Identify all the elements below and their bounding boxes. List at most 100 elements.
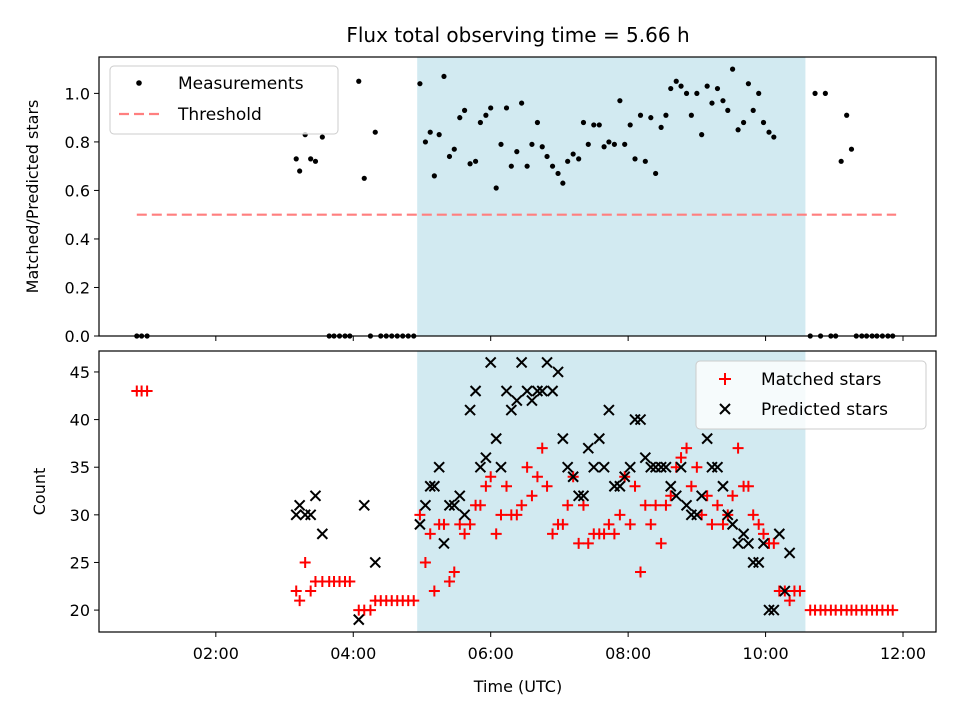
matched-star-point <box>536 442 548 454</box>
y-tick-label: 0.0 <box>65 327 90 346</box>
matched-star-point <box>742 480 754 492</box>
predicted-star-point <box>680 499 693 512</box>
predicted-star-point <box>474 461 487 473</box>
axes-frame <box>98 56 937 337</box>
predicted-star-point <box>757 537 770 550</box>
measurement-point <box>508 163 514 169</box>
predicted-star-point <box>546 385 559 397</box>
y-axis-label: Count <box>30 468 49 516</box>
predicted-star-point <box>567 471 579 483</box>
matched-star-point <box>784 595 796 607</box>
predicted-star-point <box>726 518 739 531</box>
matched-star-point <box>294 595 306 607</box>
matched-star-point <box>675 452 687 464</box>
measurement-point <box>720 98 726 104</box>
measurement-point <box>441 73 447 80</box>
matched-star-point <box>480 480 492 492</box>
observing-window-band <box>417 57 806 336</box>
legend-label-matched: Matched stars <box>761 370 881 390</box>
measurement-point <box>844 112 850 118</box>
matched-star-point <box>577 499 589 511</box>
measurement-point <box>483 112 489 118</box>
measurement-point <box>534 119 541 126</box>
matched-star-point <box>685 480 697 492</box>
predicted-star-point <box>670 490 682 502</box>
ratio-panel: 0.0 0.2 0.4 0.6 0.8 1.0 Matched/Predicted star… <box>23 56 937 346</box>
predicted-star-point <box>572 490 585 502</box>
x-tick-label: 04:00 <box>330 644 376 663</box>
predicted-star-point <box>480 451 492 464</box>
y-tick-label: 40 <box>70 411 90 430</box>
measurement-point <box>591 122 597 128</box>
predicted-star-point <box>316 528 329 540</box>
predicted-star-point <box>299 509 311 521</box>
predicted-star-point <box>717 480 729 492</box>
predicted-star-point <box>369 556 381 569</box>
predicted-star-point <box>505 404 518 416</box>
matched-star-point <box>706 518 718 530</box>
y-tick-label: 0.2 <box>65 278 90 297</box>
measurement-point <box>514 149 520 155</box>
y-tick-label: 1.0 <box>65 84 90 103</box>
measurement-point <box>498 141 504 147</box>
measurement-point <box>617 98 623 104</box>
matched-star-point <box>459 528 471 540</box>
matched-star-point <box>290 585 302 597</box>
matched-star-point <box>887 604 899 616</box>
measurement-point <box>585 141 591 147</box>
predicted-star-point <box>358 499 370 512</box>
measurement-point <box>436 132 442 138</box>
measurement-point <box>648 115 654 121</box>
measurement-point <box>668 85 674 92</box>
predicted-star-point <box>593 432 605 445</box>
predicted-star-point <box>742 537 755 550</box>
matched-star-point <box>474 499 486 511</box>
measurement-point <box>678 83 684 89</box>
matched-star-point <box>419 556 431 568</box>
matched-star-point <box>681 442 693 454</box>
predicted-star-point <box>353 613 365 626</box>
measurement-point <box>653 170 659 177</box>
measurement-point <box>627 122 633 128</box>
measurement-point <box>601 144 607 150</box>
predicted-star-point <box>695 490 708 502</box>
matched-star-point <box>717 518 729 530</box>
matched-star-point <box>645 518 657 530</box>
matched-star-point <box>598 528 610 540</box>
measurement-point <box>740 119 747 126</box>
measurement-point <box>308 156 314 162</box>
matched-star-point <box>511 509 523 521</box>
measurement-point <box>417 81 423 87</box>
legend-box <box>695 360 927 430</box>
predicted-star-point <box>438 537 450 550</box>
predicted-star-point <box>511 394 523 407</box>
x-tick-label: 12:00 <box>880 644 926 663</box>
figure-title: Flux total observing time = 5.66 h <box>346 23 689 47</box>
matched-star-point <box>629 480 641 492</box>
y-tick-label: 0.6 <box>65 181 90 200</box>
matched-star-point <box>501 480 513 492</box>
measurement-point <box>822 90 828 96</box>
measurement-point <box>760 119 767 126</box>
predicted-star-point <box>414 518 426 531</box>
measurement-point <box>493 185 499 191</box>
matched-star-point <box>747 509 759 521</box>
predicted-star-point <box>484 356 497 369</box>
matched-star-point <box>614 509 626 521</box>
matched-star-point <box>424 528 436 540</box>
matched-star-point <box>635 566 647 578</box>
measurement-point <box>848 146 855 152</box>
predicted-star-point <box>495 461 507 473</box>
predicted-star-point <box>557 432 569 445</box>
matched-star-point <box>490 528 502 540</box>
predicted-star-point <box>490 432 502 445</box>
matched-star-point <box>603 518 615 530</box>
measurement-point <box>503 105 510 111</box>
measurement-point <box>539 144 545 150</box>
y-tick-label: 25 <box>70 553 90 572</box>
x-axis-label: Time (UTC) <box>473 677 562 696</box>
predicted-star-point <box>665 480 677 492</box>
matched-star-point <box>701 490 713 502</box>
predicted-star-point <box>722 509 734 521</box>
